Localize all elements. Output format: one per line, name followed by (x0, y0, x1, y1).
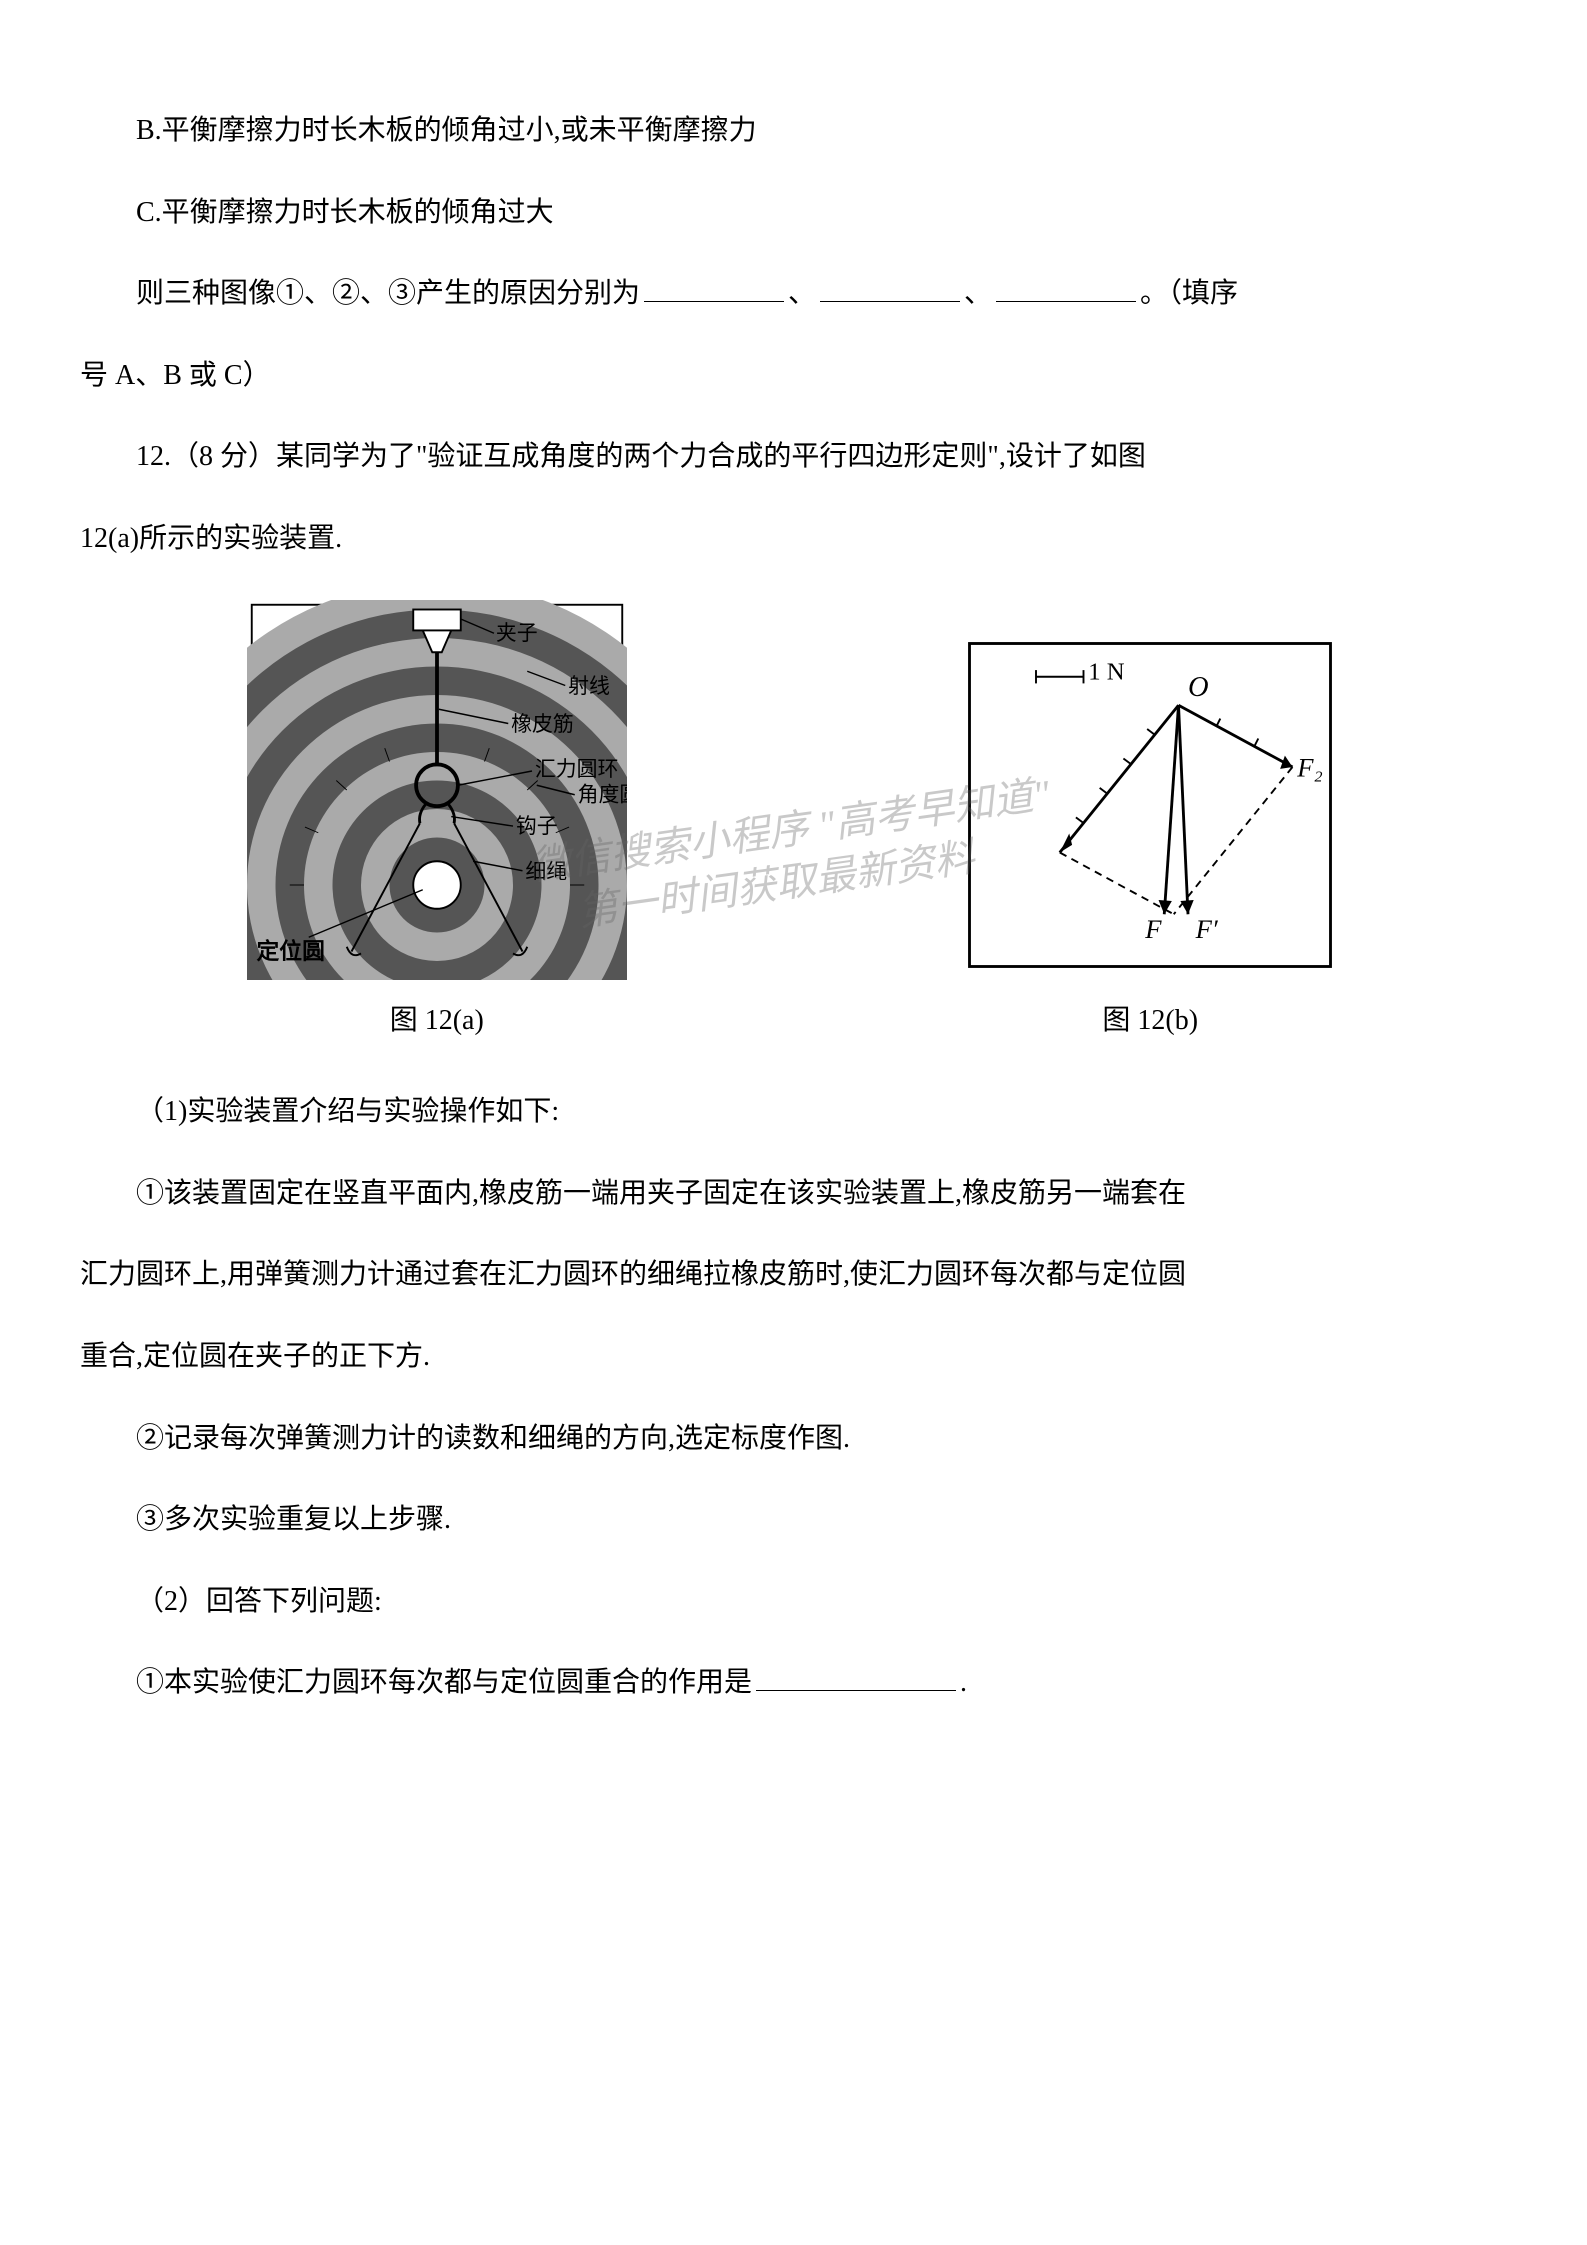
label-position-circle: 定位圆 (256, 938, 324, 964)
section2-title: （2）回答下列问题: (80, 1571, 1507, 1633)
sep2: 、 (964, 278, 992, 309)
figures-container: 夹子 射线 橡皮筋 汇力圆环 角度圆 钩子 细绳 定位圆 图 12(a) 1 N… (80, 600, 1507, 1052)
label-F: F (1145, 914, 1163, 944)
step1-line3: 重合,定位圆在夹子的正下方. (80, 1326, 1507, 1388)
q2-step1-prefix: ①本实验使汇力圆环每次都与定位圆重合的作用是 (136, 1667, 752, 1698)
step1-line1: ①该装置固定在竖直平面内,橡皮筋一端用夹子固定在该实验装置上,橡皮筋另一端套在 (80, 1163, 1507, 1225)
blanks-prefix: 则三种图像①、②、③产生的原因分别为 (136, 278, 640, 309)
label-angle-circle: 角度圆 (577, 782, 626, 806)
section1-title: （1)实验装置介绍与实验操作如下: (80, 1081, 1507, 1143)
label-clip: 夹子 (496, 620, 538, 644)
label-rubber: 橡皮筋 (511, 712, 574, 736)
question-blanks-line2: 号 A、B 或 C） (80, 345, 1507, 407)
label-ray: 射线 (568, 674, 610, 698)
step2: ②记录每次弹簧测力计的读数和细绳的方向,选定标度作图. (80, 1408, 1507, 1470)
step3: ③多次实验重复以上步骤. (80, 1489, 1507, 1551)
figure-a-block: 夹子 射线 橡皮筋 汇力圆环 角度圆 钩子 细绳 定位圆 图 12(a) (247, 600, 627, 1052)
option-c: C.平衡摩擦力时长木板的倾角过大 (80, 182, 1507, 244)
blanks-suffix: 。（填序 (1140, 278, 1238, 309)
blank-2 (820, 278, 960, 302)
blank-1 (644, 278, 784, 302)
figure-a-svg: 夹子 射线 橡皮筋 汇力圆环 角度圆 钩子 细绳 定位圆 (247, 600, 627, 980)
figure-b-svg: 1 N O F₂ F (960, 630, 1340, 980)
blank-q2-1 (756, 1667, 956, 1691)
label-hook: 钩子 (516, 813, 558, 837)
figure-a-caption: 图 12(a) (390, 990, 484, 1052)
option-b: B.平衡摩擦力时长木板的倾角过小,或未平衡摩擦力 (80, 100, 1507, 162)
label-ring: 汇力圆环 (535, 756, 619, 780)
q2-step1-suffix: . (960, 1667, 967, 1698)
label-string: 细绳 (525, 859, 567, 883)
label-F-prime: F′ (1195, 914, 1219, 944)
q12-intro-line2: 12(a)所示的实验装置. (80, 508, 1507, 570)
q2-step1: ①本实验使汇力圆环每次都与定位圆重合的作用是. (80, 1652, 1507, 1714)
label-scale: 1 N (1089, 658, 1126, 685)
blank-3 (996, 278, 1136, 302)
sep1: 、 (788, 278, 816, 309)
step1-line2: 汇力圆环上,用弹簧测力计通过套在汇力圆环的细绳拉橡皮筋时,使汇力圆环每次都与定位… (80, 1244, 1507, 1306)
figure-b-block: 1 N O F₂ F (960, 630, 1340, 1052)
q12-intro: 12.（8 分）某同学为了"验证互成角度的两个力合成的平行四边形定则",设计了如… (80, 426, 1507, 488)
label-F2: F₂ (1297, 752, 1324, 782)
label-O: O (1188, 671, 1209, 702)
figure-b-caption: 图 12(b) (1102, 990, 1198, 1052)
question-blanks-line: 则三种图像①、②、③产生的原因分别为 、 、 。（填序 (80, 263, 1507, 325)
